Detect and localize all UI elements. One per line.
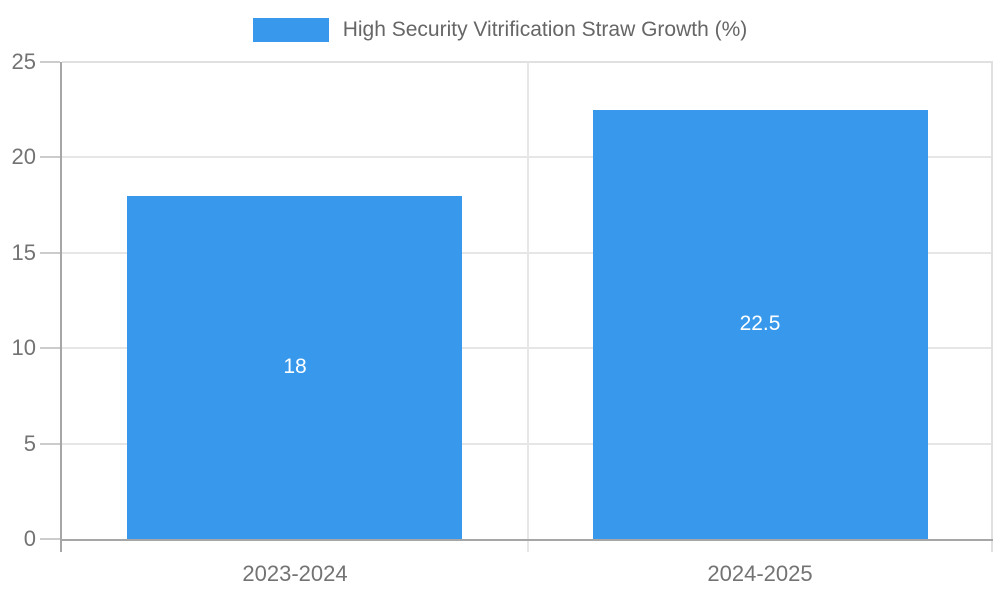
y-tick-label: 10 — [11, 335, 36, 361]
y-tick-label: 15 — [11, 239, 36, 265]
y-tick-label: 5 — [23, 430, 36, 456]
bar-2023-2024[interactable] — [127, 195, 462, 539]
y-tick-label: 0 — [23, 526, 36, 551]
bar-value-label: 18 — [283, 355, 307, 378]
legend-swatch — [252, 18, 329, 42]
y-tick-label: 25 — [11, 49, 36, 74]
x-axis-line — [60, 539, 993, 541]
plot-right-border — [991, 62, 993, 552]
x-tick-label: 2023-2024 — [242, 561, 348, 586]
y-tick-mark — [40, 347, 60, 350]
y-tick-mark — [40, 156, 60, 159]
y-tick-mark — [40, 442, 60, 445]
bar-2024-2025[interactable] — [593, 109, 928, 539]
y-tick-mark — [40, 538, 60, 540]
legend[interactable]: High Security Vitrification Straw Growth… — [0, 16, 1000, 44]
y-tick-label: 20 — [11, 144, 36, 170]
y-tick-mark — [40, 251, 60, 254]
y-axis-line — [60, 62, 62, 552]
y-tick-mark — [40, 61, 60, 63]
gridline-vertical — [526, 62, 529, 552]
x-tick-label: 2024-2025 — [707, 561, 813, 586]
legend-label: High Security Vitrification Straw Growth… — [342, 18, 748, 41]
bar-value-label: 22.5 — [739, 312, 781, 335]
